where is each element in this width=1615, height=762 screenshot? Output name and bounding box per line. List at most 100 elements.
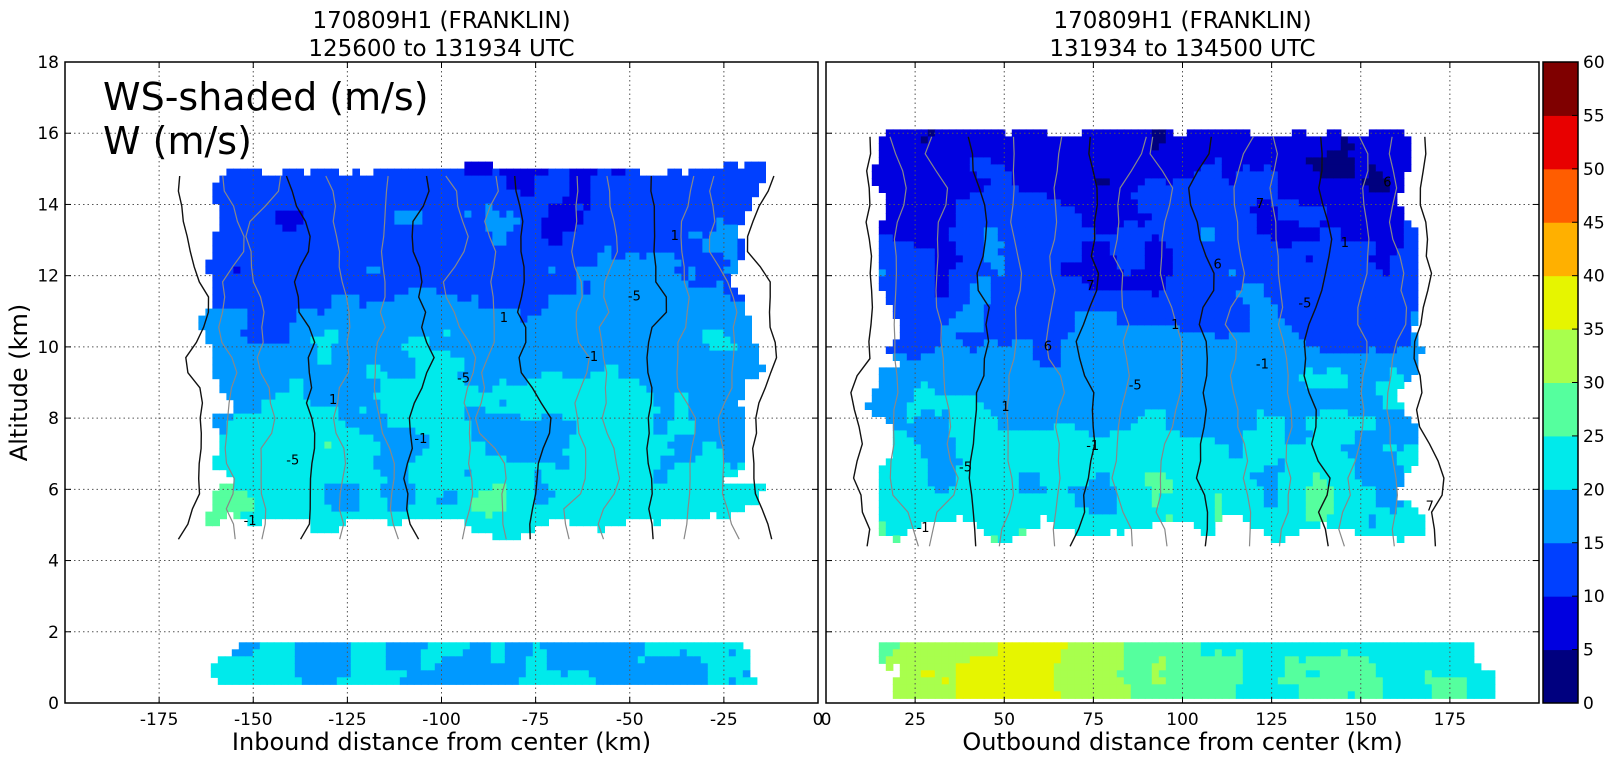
contour-label: -1 — [414, 432, 427, 447]
y-tick-label: 16 — [37, 124, 59, 144]
x-tick-label: -175 — [140, 710, 179, 730]
annotation-line: WS-shaded (m/s) — [103, 75, 429, 119]
colorbar-segment — [1543, 329, 1578, 383]
w-contour-line — [1303, 136, 1333, 547]
x-tick-label: 0 — [813, 710, 824, 730]
panel-1-region-lower — [210, 642, 758, 685]
w-contour-line — [1338, 136, 1370, 547]
w-contour-line — [1069, 136, 1100, 547]
colorbar-segment — [1543, 382, 1578, 437]
w-contour-line — [708, 175, 740, 540]
contour-label: 7 — [1086, 279, 1094, 294]
y-tick-label: 12 — [37, 267, 59, 287]
panel-1-x-axis-label: Inbound distance from center (km) — [232, 728, 651, 756]
annotation-line: W (m/s) — [103, 119, 252, 163]
colorbar-tick-label: 30 — [1583, 374, 1605, 394]
contour-label: 1 — [500, 311, 508, 326]
y-tick-label: 10 — [37, 338, 59, 358]
w-contour-line — [325, 175, 351, 540]
panel-2-region-lower — [878, 642, 1496, 699]
panel-2-w-contours: -1 -1 -1 -5 -5 -5 1 1 1 6 6 6 7 7 7 — [850, 136, 1445, 547]
w-contour-line — [373, 175, 399, 540]
contour-label: -5 — [457, 372, 470, 387]
colorbar-segment — [1543, 62, 1578, 116]
contour-label: -1 — [1256, 357, 1269, 372]
x-tick-label: 75 — [1083, 710, 1105, 730]
x-tick-label: 150 — [1345, 710, 1377, 730]
x-tick-label: -25 — [710, 710, 738, 730]
y-tick-label: 0 — [48, 694, 59, 714]
colorbar-tick-label: 5 — [1583, 641, 1594, 661]
colorbar-tick-label: 0 — [1583, 694, 1594, 714]
x-tick-label: -50 — [616, 710, 644, 730]
contour-label: -1 — [585, 350, 598, 365]
contour-label: 1 — [329, 393, 337, 408]
colorbar-tick-label: 45 — [1583, 213, 1605, 233]
panel-1-shading — [198, 161, 766, 685]
x-tick-label: 50 — [993, 710, 1015, 730]
w-contour-line — [676, 175, 697, 540]
w-contour-line — [1111, 136, 1147, 547]
colorbar-segment — [1543, 649, 1578, 704]
w-contour-line — [998, 136, 1023, 547]
colorbar-tick-label: 50 — [1583, 160, 1605, 180]
colorbar-tick-label: 25 — [1583, 427, 1605, 447]
colorbar-tick-label: 20 — [1583, 480, 1605, 500]
contour-label: 1 — [671, 229, 679, 244]
panel-1-grid — [65, 62, 818, 703]
colorbar-segment — [1543, 222, 1578, 277]
contour-label: 6 — [1383, 176, 1391, 191]
contour-label: 7 — [1426, 500, 1434, 515]
contour-label: -5 — [628, 290, 641, 305]
w-contour-line — [1224, 136, 1254, 547]
w-contour-line — [924, 136, 959, 547]
colorbar-tick-label: 60 — [1583, 53, 1605, 73]
y-tick-label: 4 — [48, 552, 59, 572]
w-contour-line — [646, 175, 668, 540]
contour-label: 6 — [1044, 340, 1052, 355]
w-contour-line — [442, 175, 477, 540]
w-contour-line — [1269, 136, 1293, 547]
y-tick-label: 6 — [48, 480, 59, 500]
y-tick-label: 14 — [37, 195, 59, 215]
panel-2-x-axis-label: Outbound distance from center (km) — [962, 728, 1402, 756]
contour-label: -5 — [1298, 297, 1311, 312]
colorbar-tick-label: 15 — [1583, 534, 1605, 554]
panel-1-region-upper — [198, 161, 766, 541]
colorbar-segment — [1543, 596, 1578, 651]
x-tick-label: -75 — [522, 710, 550, 730]
panel-2-grid — [826, 62, 1539, 703]
colorbar-segment — [1543, 168, 1578, 223]
contour-label: -5 — [959, 461, 972, 476]
colorbar-segment — [1543, 275, 1578, 330]
w-contour-line — [514, 175, 552, 540]
w-contour-line — [746, 175, 778, 540]
w-contour-line — [474, 175, 507, 540]
panel-2-region-upper — [864, 129, 1426, 543]
x-tick-label: -150 — [234, 710, 273, 730]
contour-label: -1 — [1086, 439, 1099, 454]
panel-2-subtitle: 131934 to 134500 UTC — [1049, 36, 1315, 62]
panel-2-axes: 0 25 50 75 100 125 150 175 — [821, 61, 1539, 730]
w-contour-line — [597, 175, 621, 540]
w-contour-line — [967, 136, 990, 547]
colorbar-segment — [1543, 542, 1578, 597]
contour-label: -1 — [917, 521, 930, 536]
colorbar-segment — [1543, 115, 1578, 170]
w-contour-line — [889, 136, 919, 547]
x-tick-label: 100 — [1166, 710, 1198, 730]
x-tick-label: -125 — [328, 710, 367, 730]
contour-label: 1 — [1341, 236, 1349, 251]
w-contour-line — [245, 175, 282, 540]
panel-1-title: 170809H1 (FRANKLIN) — [312, 8, 570, 34]
contour-label: -1 — [244, 514, 257, 529]
w-contour-line — [177, 175, 210, 540]
x-tick-label: 0 — [821, 710, 832, 730]
y-axis-label: Altitude (km) — [5, 304, 33, 461]
w-contour-line — [403, 175, 435, 540]
w-contour-line — [285, 175, 316, 540]
panel-1-w-contours: -1 -1 -1 -5 -5 -5 1 1 1 — [177, 175, 778, 540]
x-tick-label: 175 — [1434, 710, 1466, 730]
